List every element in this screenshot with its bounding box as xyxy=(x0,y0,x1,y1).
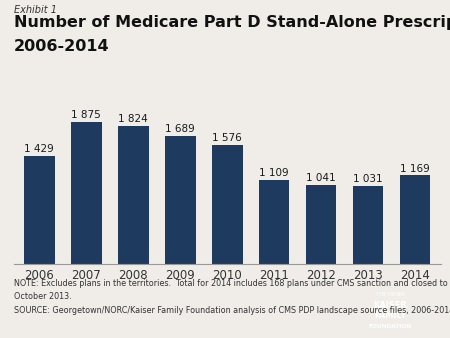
Bar xyxy=(24,156,54,264)
Bar xyxy=(71,122,102,264)
Bar xyxy=(165,136,196,264)
Text: October 2013.: October 2013. xyxy=(14,292,71,301)
Text: Number of Medicare Part D Stand-Alone Prescription Drug Plans,: Number of Medicare Part D Stand-Alone Pr… xyxy=(14,15,450,30)
Bar xyxy=(306,185,337,264)
Text: 1 824: 1 824 xyxy=(118,114,148,124)
Text: KAISER: KAISER xyxy=(374,301,407,310)
Text: 1 875: 1 875 xyxy=(72,110,101,120)
Text: FOUNDATION: FOUNDATION xyxy=(369,324,412,329)
Text: SOURCE: Georgetown/NORC/Kaiser Family Foundation analysis of CMS PDP landscape s: SOURCE: Georgetown/NORC/Kaiser Family Fo… xyxy=(14,306,450,315)
Text: 1 041: 1 041 xyxy=(306,173,336,183)
Text: Exhibit 1: Exhibit 1 xyxy=(14,5,57,15)
Bar xyxy=(400,175,431,264)
Bar xyxy=(259,180,289,264)
Bar xyxy=(212,145,243,264)
Text: NOTE: Excludes plans in the territories.  Total for 2014 includes 168 plans unde: NOTE: Excludes plans in the territories.… xyxy=(14,279,450,288)
Text: 1 169: 1 169 xyxy=(400,164,430,173)
Bar xyxy=(353,186,383,264)
Bar xyxy=(118,126,148,264)
Text: 1 031: 1 031 xyxy=(353,174,383,184)
Text: 1 576: 1 576 xyxy=(212,133,242,143)
Text: FAMILY: FAMILY xyxy=(374,312,406,320)
Text: THE HENRY: THE HENRY xyxy=(376,292,405,297)
Text: 1 429: 1 429 xyxy=(24,144,54,154)
Text: 2006-2014: 2006-2014 xyxy=(14,39,109,54)
Text: 1 109: 1 109 xyxy=(259,168,289,178)
Text: 1 689: 1 689 xyxy=(166,124,195,134)
